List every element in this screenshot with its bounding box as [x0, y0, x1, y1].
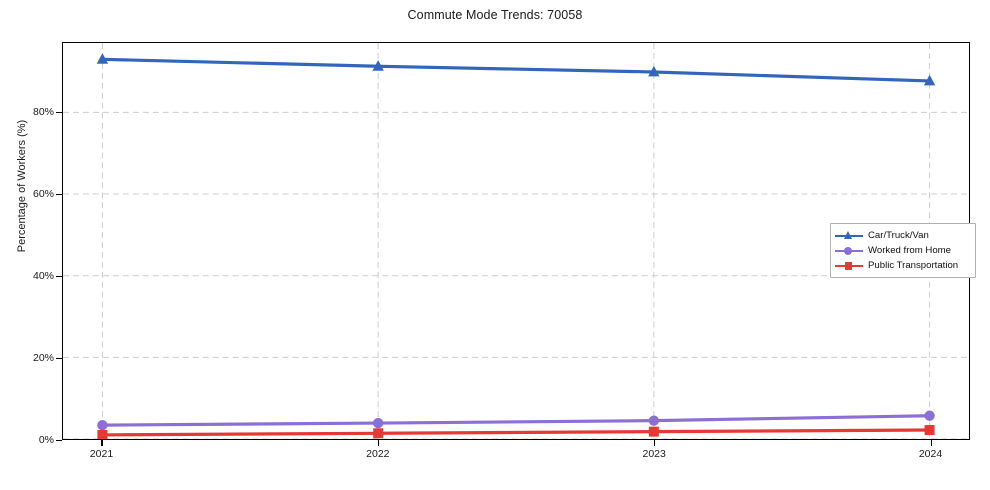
data-point-marker: [923, 74, 936, 86]
y-axis-label: Percentage of Workers (%): [16, 119, 28, 253]
data-point-marker: [372, 417, 384, 429]
data-point-marker: [97, 429, 108, 439]
y-tick-mark: [56, 193, 62, 195]
y-axis-tick-labels: 0% 20% 40% 60% 80%: [0, 0, 54, 490]
legend-label: Worked from Home: [868, 245, 951, 256]
data-point-marker: [372, 60, 384, 71]
x-tick-label: 2023: [642, 448, 666, 460]
x-tick-mark: [101, 440, 103, 446]
y-tick-label: 60%: [32, 187, 54, 200]
legend-label: Public Transportation: [868, 260, 959, 271]
data-point-marker: [924, 410, 935, 421]
x-tick-mark: [930, 440, 932, 446]
x-tick-mark: [377, 440, 380, 446]
data-point-marker: [648, 426, 659, 437]
legend-item[interactable]: Public Transportation: [835, 258, 970, 273]
data-point-marker: [648, 415, 660, 426]
legend-item[interactable]: Worked from Home: [835, 243, 970, 258]
gridlines: [63, 43, 969, 439]
y-tick-mark: [56, 357, 62, 360]
legend-swatch-circle-icon: [835, 244, 863, 258]
series-car-truck-van: [96, 53, 936, 86]
y-tick-mark: [56, 440, 62, 442]
plot-area: [62, 42, 970, 440]
y-tick-label: 20%: [32, 351, 54, 364]
chart-title: Commute Mode Trends: 70058: [407, 8, 583, 22]
x-tick-label: 2022: [366, 448, 390, 460]
data-point-marker: [648, 65, 660, 77]
data-point-marker: [924, 425, 935, 435]
series-line: [100, 428, 932, 437]
legend-swatch-triangle-icon: [835, 229, 863, 243]
y-tick-label: 40%: [32, 269, 54, 282]
legend-swatch-square-icon: [835, 259, 863, 273]
series-line: [100, 57, 932, 83]
x-tick-label: 2024: [918, 448, 943, 460]
plot-svg: [63, 43, 969, 439]
series-public-transportation: [97, 425, 935, 439]
data-point-marker: [373, 428, 384, 439]
legend-item[interactable]: Car/Truck/Van: [835, 228, 970, 243]
y-tick-label: 80%: [32, 105, 54, 118]
y-tick-label: 0%: [38, 434, 54, 446]
x-tick-label: 2021: [89, 448, 114, 460]
series-worked-from-home: [97, 410, 935, 431]
data-point-marker: [97, 419, 108, 431]
chart-legend[interactable]: Car/Truck/Van Worked from Home Public Tran…: [830, 223, 976, 278]
legend-label: Car/Truck/Van: [868, 230, 929, 241]
data-point-marker: [96, 53, 109, 64]
y-tick-mark: [56, 275, 62, 278]
y-tick-mark: [56, 111, 62, 113]
x-tick-mark: [654, 440, 656, 446]
series-line: [100, 414, 932, 427]
